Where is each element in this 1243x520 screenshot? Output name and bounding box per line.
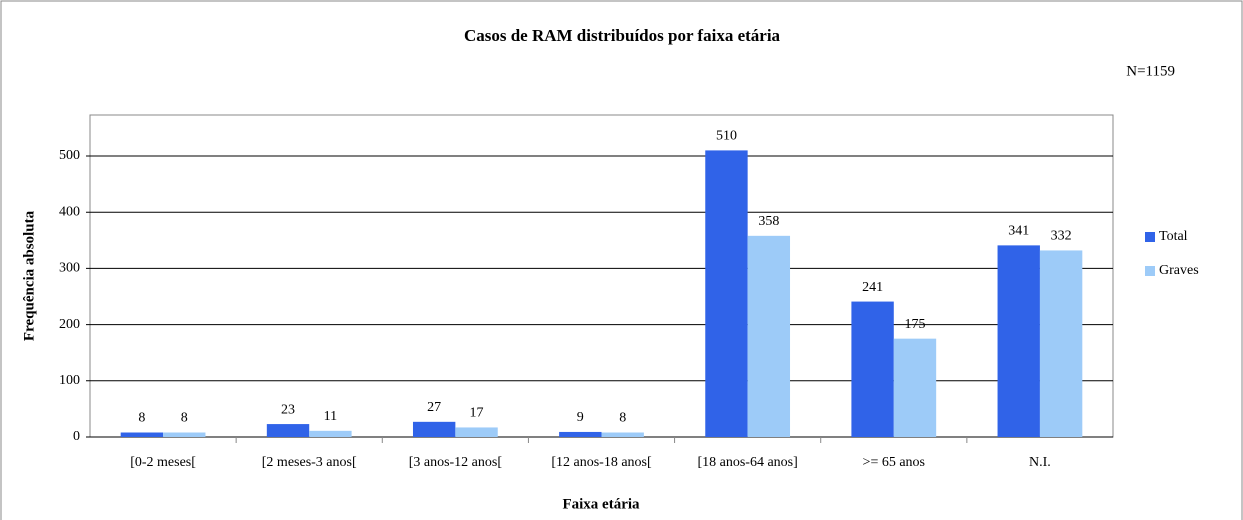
bar — [893, 338, 937, 437]
data-label: 8 — [138, 411, 145, 426]
legend-swatch — [1145, 232, 1155, 242]
x-tick-label: [2 meses-3 anos[ — [262, 455, 357, 470]
bar — [1039, 250, 1083, 437]
x-tick-label: [12 anos-18 anos[ — [551, 455, 652, 470]
chart-title: Casos de RAM distribuídos por faixa etár… — [464, 26, 781, 45]
y-axis-title: Frequência absoluta — [21, 210, 37, 341]
bar — [747, 235, 791, 437]
bar — [163, 432, 206, 437]
data-label: 23 — [281, 402, 295, 417]
data-label: 358 — [758, 214, 779, 229]
x-tick-label: [18 anos-64 anos] — [697, 455, 797, 470]
data-label: 9 — [577, 410, 584, 425]
bar — [455, 427, 498, 437]
y-tick-label: 0 — [73, 429, 80, 444]
data-label: 27 — [427, 400, 441, 415]
bar — [559, 431, 602, 437]
x-tick-label: N.I. — [1029, 455, 1051, 470]
bar — [309, 430, 352, 437]
x-axis-title: Faixa etária — [562, 496, 640, 512]
annotation: N=1159 — [1126, 63, 1175, 79]
x-tick-label: >= 65 anos — [863, 455, 925, 470]
x-tick-label: [3 anos-12 anos[ — [409, 455, 503, 470]
y-tick-label: 100 — [59, 373, 80, 388]
data-label: 341 — [1008, 224, 1029, 239]
data-label: 8 — [181, 411, 188, 426]
legend-label: Total — [1159, 229, 1188, 244]
y-tick-label: 500 — [59, 148, 80, 163]
bar — [120, 432, 164, 437]
bar — [412, 421, 456, 437]
data-label: 17 — [470, 406, 484, 421]
data-label: 175 — [904, 317, 925, 332]
y-tick-label: 200 — [59, 317, 80, 332]
data-label: 241 — [862, 280, 883, 295]
legend-swatch — [1145, 266, 1155, 276]
bar — [705, 150, 748, 437]
y-tick-label: 400 — [59, 204, 80, 219]
bar — [851, 301, 894, 437]
bar — [601, 432, 644, 437]
data-label: 8 — [619, 411, 626, 426]
x-tick-label: [0-2 meses[ — [130, 455, 196, 470]
data-label: 332 — [1051, 229, 1072, 244]
y-tick-label: 300 — [59, 261, 80, 276]
legend-label: Graves — [1159, 263, 1199, 278]
data-label: 510 — [716, 129, 737, 144]
bar — [266, 424, 310, 437]
bar — [997, 245, 1040, 437]
data-label: 11 — [324, 409, 337, 424]
